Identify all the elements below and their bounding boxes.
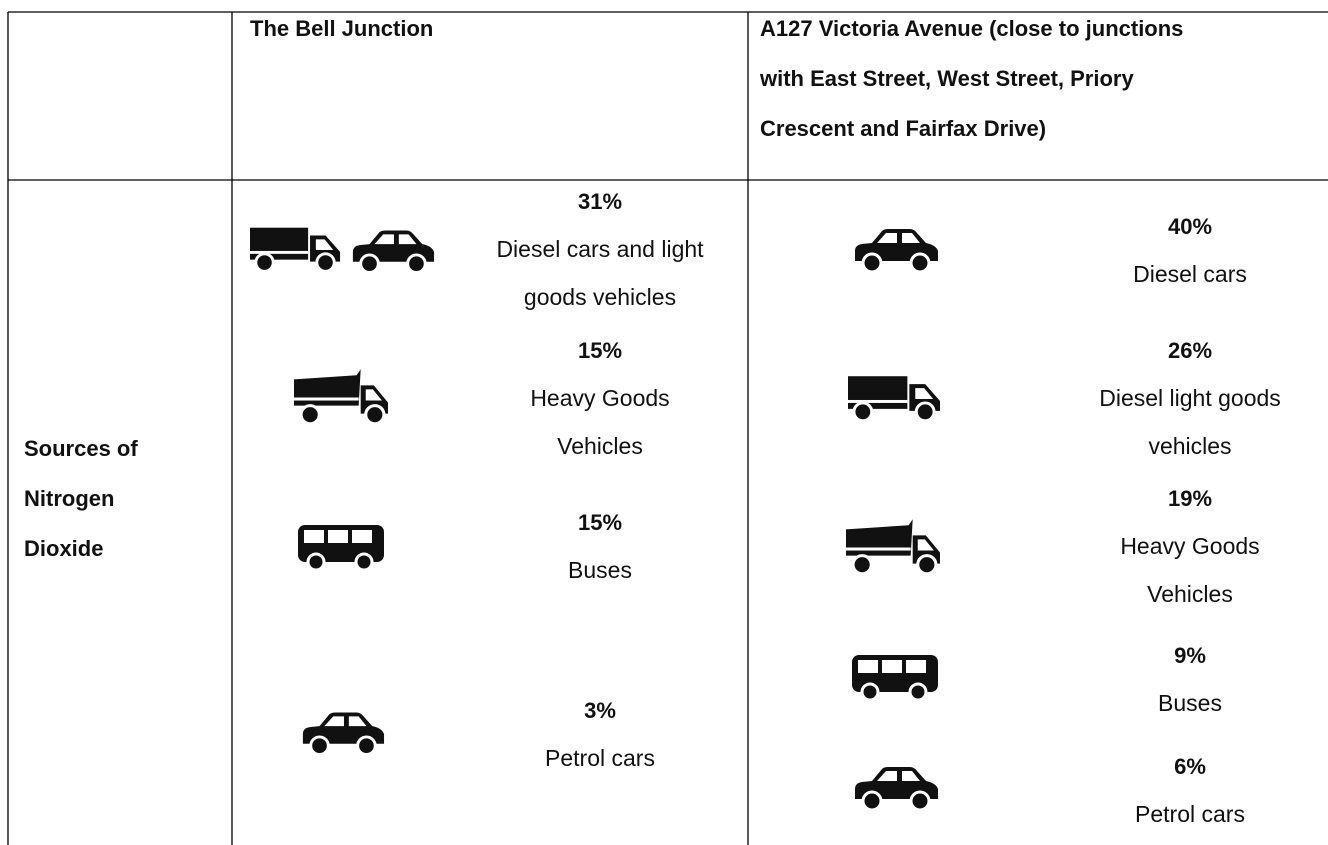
car-icon: [351, 228, 436, 274]
source-label: Heavy Goods: [530, 385, 669, 411]
source-label: Buses: [568, 557, 632, 583]
row-label: Sources of: [24, 436, 138, 461]
row-label: Nitrogen: [24, 486, 114, 511]
source-label: Diesel light goods: [1099, 385, 1281, 411]
header-text: Crescent and Fairfax Drive): [760, 116, 1046, 141]
source-label: Petrol cars: [1135, 801, 1245, 827]
percent: 15%: [578, 338, 622, 363]
header-text: with East Street, West Street, Priory: [759, 66, 1134, 91]
dump-truck-icon: [846, 518, 942, 576]
source-label: Vehicles: [1147, 581, 1233, 607]
source-label: Petrol cars: [545, 745, 655, 771]
percent: 26%: [1168, 338, 1212, 363]
car-icon: [853, 227, 940, 273]
percent: 15%: [578, 510, 622, 535]
car-icon: [301, 710, 386, 756]
source-label: Vehicles: [557, 433, 643, 459]
source-label: Diesel cars and light: [496, 236, 704, 262]
row-label: Dioxide: [24, 536, 103, 561]
percent: 3%: [584, 698, 616, 723]
percent: 9%: [1174, 643, 1206, 668]
source-label: Buses: [1158, 690, 1222, 716]
header-text: The Bell Junction: [250, 16, 433, 41]
source-label: vehicles: [1148, 433, 1231, 459]
source-label: Heavy Goods: [1120, 533, 1259, 559]
bus-icon: [852, 655, 938, 701]
source-label: Diesel cars: [1133, 261, 1247, 287]
source-label: goods vehicles: [524, 284, 676, 310]
car-icon: [853, 765, 940, 811]
percent: 40%: [1168, 214, 1212, 239]
percent: 19%: [1168, 486, 1212, 511]
van-icon: [848, 374, 942, 423]
header-text: A127 Victoria Avenue (close to junctions: [760, 16, 1183, 41]
bus-icon: [298, 525, 384, 571]
van-icon: [250, 226, 342, 273]
percent: 6%: [1174, 754, 1206, 779]
percent: 31%: [578, 189, 622, 214]
dump-truck-icon: [294, 368, 390, 426]
